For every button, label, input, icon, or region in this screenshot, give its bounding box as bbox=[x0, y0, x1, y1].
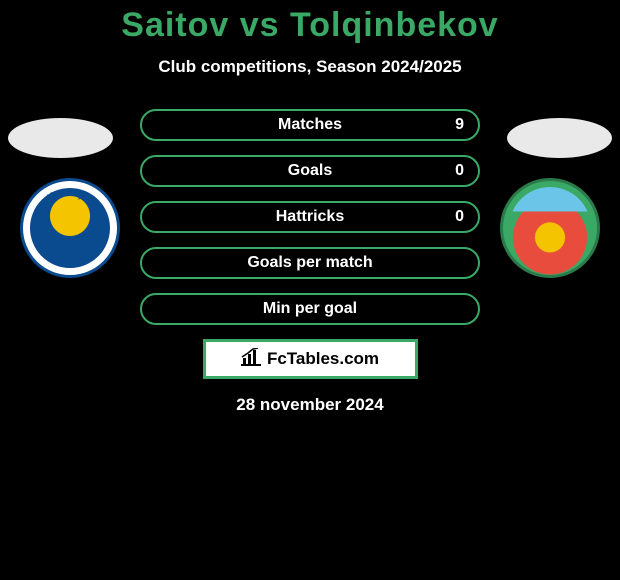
brand-link[interactable]: FcTables.com bbox=[203, 339, 418, 379]
page-title: Saitov vs Tolqinbekov bbox=[0, 0, 620, 45]
team-logo-right bbox=[500, 178, 600, 278]
stat-value: 0 bbox=[455, 208, 464, 226]
stat-value: 9 bbox=[455, 116, 464, 134]
stat-row-goals: Goals 0 bbox=[140, 155, 480, 187]
stat-row-goals-per-match: Goals per match bbox=[140, 247, 480, 279]
stat-label: Matches bbox=[278, 116, 342, 134]
stat-row-min-per-goal: Min per goal bbox=[140, 293, 480, 325]
stats-container: Matches 9 Goals 0 Hattricks 0 Goals per … bbox=[140, 109, 480, 325]
stat-label: Goals per match bbox=[247, 254, 372, 272]
stat-label: Min per goal bbox=[263, 300, 357, 318]
brand-text: FcTables.com bbox=[267, 349, 379, 369]
player-avatar-left bbox=[8, 118, 113, 158]
stat-row-hattricks: Hattricks 0 bbox=[140, 201, 480, 233]
stat-label: Goals bbox=[288, 162, 332, 180]
chart-icon bbox=[241, 348, 261, 371]
player-avatar-right bbox=[507, 118, 612, 158]
stat-value: 0 bbox=[455, 162, 464, 180]
subtitle: Club competitions, Season 2024/2025 bbox=[0, 57, 620, 77]
stat-row-matches: Matches 9 bbox=[140, 109, 480, 141]
stat-label: Hattricks bbox=[276, 208, 344, 226]
team-logo-left bbox=[20, 178, 120, 278]
date-text: 28 november 2024 bbox=[0, 395, 620, 415]
